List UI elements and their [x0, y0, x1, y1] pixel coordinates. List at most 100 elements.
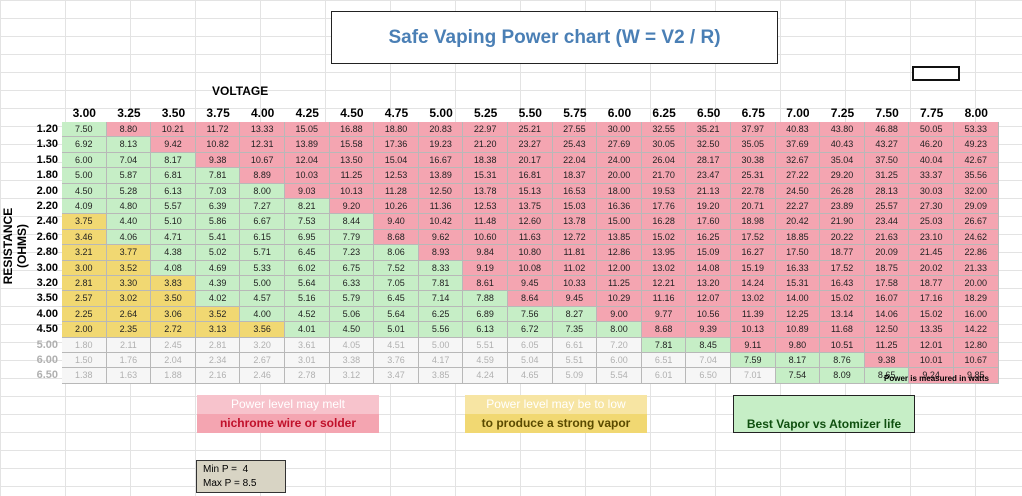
power-cell: 9.11	[731, 337, 776, 353]
power-cell: 6.00	[597, 353, 642, 369]
power-cell: 17.76	[641, 199, 687, 215]
power-cell: 1.80	[62, 337, 107, 353]
power-cell: 5.64	[285, 276, 330, 292]
power-cell: 46.20	[909, 137, 954, 153]
power-cell: 10.01	[909, 353, 954, 369]
power-cell: 19.23	[418, 137, 464, 153]
power-cell: 12.07	[686, 291, 731, 307]
power-cell: 18.77	[909, 276, 954, 292]
power-cell: 4.80	[106, 199, 152, 215]
power-cell: 8.68	[641, 322, 687, 338]
voltage-header: 3.50	[161, 106, 186, 120]
power-cell: 29.20	[820, 168, 865, 184]
power-cell: 17.16	[909, 291, 954, 307]
power-cell: 8.76	[820, 353, 865, 369]
power-cell: 9.24	[909, 368, 954, 384]
power-cell: 1.76	[106, 353, 152, 369]
power-cell: 22.86	[954, 245, 999, 261]
power-cell: 17.60	[686, 214, 731, 230]
power-cell: 11.72	[195, 122, 241, 138]
power-cell: 8.17	[775, 353, 821, 369]
power-cell: 3.85	[418, 368, 464, 384]
power-cell: 9.45	[552, 291, 598, 307]
power-cell: 35.05	[731, 137, 776, 153]
power-cell: 2.45	[151, 337, 196, 353]
power-cell: 42.67	[954, 152, 999, 169]
power-cell: 6.00	[62, 152, 107, 169]
power-cell: 20.42	[775, 214, 821, 230]
power-cell: 3.12	[329, 368, 375, 384]
power-cell: 16.53	[552, 183, 598, 199]
power-cell: 5.01	[374, 322, 419, 338]
power-cell: 2.81	[62, 276, 107, 292]
power-cell: 7.05	[374, 276, 419, 292]
power-cell: 28.17	[686, 152, 731, 169]
power-cell: 8.45	[686, 337, 731, 353]
selected-cell[interactable]	[912, 66, 960, 81]
power-cell: 35.56	[954, 168, 999, 184]
power-cell: 3.02	[106, 291, 152, 307]
power-cell: 7.81	[418, 276, 464, 292]
power-cell: 6.39	[195, 199, 241, 215]
power-cell: 15.31	[775, 276, 821, 292]
power-cell: 16.88	[329, 122, 375, 138]
power-cell: 1.63	[106, 368, 152, 384]
power-cell: 14.08	[686, 260, 731, 276]
power-cell: 32.67	[775, 152, 821, 169]
power-cell: 11.48	[463, 214, 508, 230]
power-cell: 4.17	[418, 353, 464, 369]
power-cell: 10.26	[374, 199, 419, 215]
power-cell: 10.21	[151, 122, 196, 138]
legend-best-label: Best Vapor vs Atomizer life	[746, 417, 902, 431]
resistance-header: 1.20	[36, 123, 58, 135]
power-cell: 29.09	[954, 199, 999, 215]
power-cell: 21.45	[909, 245, 954, 261]
resistance-header: 1.50	[36, 153, 58, 166]
power-cell: 11.39	[731, 306, 776, 323]
power-cell: 3.52	[106, 260, 152, 276]
power-cell: 3.50	[151, 291, 196, 307]
resistance-header: 6.50	[36, 369, 58, 382]
power-cell: 25.03	[909, 214, 954, 230]
min-power: Min P = 4	[203, 463, 279, 477]
power-cell: 6.15	[240, 229, 285, 246]
power-cell: 18.00	[597, 183, 642, 199]
power-cell: 9.45	[508, 276, 553, 292]
power-cell: 6.33	[329, 276, 375, 292]
voltage-header: 7.25	[830, 106, 855, 120]
min-power-value: 4	[242, 464, 249, 475]
power-cell: 8.00	[597, 322, 642, 338]
power-cell: 4.51	[374, 337, 419, 353]
power-cell: 13.20	[686, 276, 731, 292]
power-cell: 8.33	[418, 260, 464, 276]
power-cell: 4.38	[151, 245, 196, 261]
power-cell: 4.52	[285, 306, 330, 323]
power-cell: 6.01	[641, 368, 687, 384]
voltage-header: 8.00	[964, 106, 988, 120]
legend-too-low: Power level may be to low to produce a s…	[465, 395, 647, 433]
power-cell: 10.67	[240, 152, 285, 169]
power-cell: 12.31	[240, 137, 285, 153]
power-cell: 5.00	[240, 276, 285, 292]
power-cell: 30.03	[909, 183, 954, 199]
power-cell: 25.43	[552, 137, 598, 153]
power-cell: 4.00	[240, 306, 285, 323]
power-cell: 22.78	[731, 183, 776, 199]
power-cell: 21.13	[686, 183, 731, 199]
power-cell: 2.16	[195, 368, 241, 384]
power-cell: 7.04	[686, 353, 731, 369]
voltage-header: 6.50	[697, 106, 721, 120]
legend-too-low-line1: Power level may be to low	[486, 397, 626, 411]
power-cell: 6.51	[641, 353, 687, 369]
power-cell: 30.38	[731, 152, 776, 169]
power-cell: 6.45	[374, 291, 419, 307]
power-cell: 6.75	[329, 260, 375, 276]
power-cell: 10.33	[552, 276, 598, 292]
power-cell: 15.02	[820, 291, 865, 307]
resistance-header: 1.80	[36, 169, 58, 182]
power-cell: 37.50	[864, 152, 910, 169]
voltage-header: 6.75	[741, 106, 765, 120]
power-cell: 3.83	[151, 276, 196, 292]
power-cell: 7.03	[195, 183, 241, 199]
power-cell: 7.53	[285, 214, 330, 230]
